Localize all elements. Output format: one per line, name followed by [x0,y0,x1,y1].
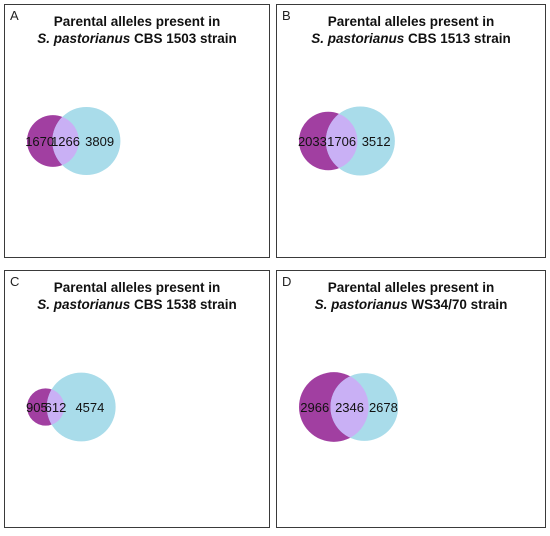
panel-label: D [282,274,292,289]
title-line-1: Parental alleles present in [53,280,221,295]
right-only-count: 2678 [369,400,398,415]
venn-panel-a: A Parental alleles present in S. pastori… [4,4,270,258]
right-circle [46,372,116,442]
venn-panel-c: C Parental alleles present in S. pastori… [4,270,270,528]
title-species: S. pastorianus [37,297,131,312]
overlap-count: 1706 [327,134,356,149]
title-line-2: S. pastorianus CBS 1513 strain [277,30,545,47]
left-only-count: 1670 [25,134,54,149]
title-line-2: S. pastorianus CBS 1503 strain [5,30,269,47]
overlap-region [46,389,65,425]
title-strain: CBS 1513 strain [407,31,511,46]
title-strain: CBS 1503 strain [133,31,237,46]
panel-title: Parental alleles present in S. pastorian… [5,13,269,47]
title-line-1: Parental alleles present in [327,14,495,29]
right-only-count: 3809 [85,134,114,149]
overlap-region [325,113,358,169]
panel-label: A [10,8,19,23]
right-only-count: 4574 [75,400,104,415]
title-strain: CBS 1538 strain [133,297,237,312]
venn-diagram: 2966 2346 2678 [299,372,399,442]
venn-panel-d: D Parental alleles present in S. pastori… [276,270,546,528]
left-only-count: 2033 [298,134,327,149]
overlap-count: 1266 [51,134,80,149]
title-species: S. pastorianus [37,31,131,46]
title-line-1: Parental alleles present in [327,280,495,295]
panel-title: Parental alleles present in S. pastorian… [277,279,545,313]
venn-panel-b: B Parental alleles present in S. pastori… [276,4,546,258]
overlap-count: 612 [45,400,67,415]
overlap-count: 2346 [335,400,364,415]
panel-title: Parental alleles present in S. pastorian… [277,13,545,47]
title-species: S. pastorianus [314,297,408,312]
panel-title: Parental alleles present in S. pastorian… [5,279,269,313]
title-strain: WS34/70 strain [411,297,508,312]
title-line-2: S. pastorianus CBS 1538 strain [5,296,269,313]
left-only-count: 2966 [300,400,329,415]
title-line-1: Parental alleles present in [53,14,221,29]
overlap-region [52,116,79,166]
overlap-region [330,376,369,438]
panel-label: B [282,8,291,23]
left-only-count: 905 [26,400,48,415]
venn-diagram: 2033 1706 3512 [298,106,395,176]
title-species: S. pastorianus [311,31,405,46]
venn-diagram: 905 612 4574 [26,372,116,442]
panel-label: C [10,274,20,289]
title-line-2: S. pastorianus WS34/70 strain [277,296,545,313]
venn-diagram: 1670 1266 3809 [25,106,121,176]
right-only-count: 3512 [362,134,391,149]
